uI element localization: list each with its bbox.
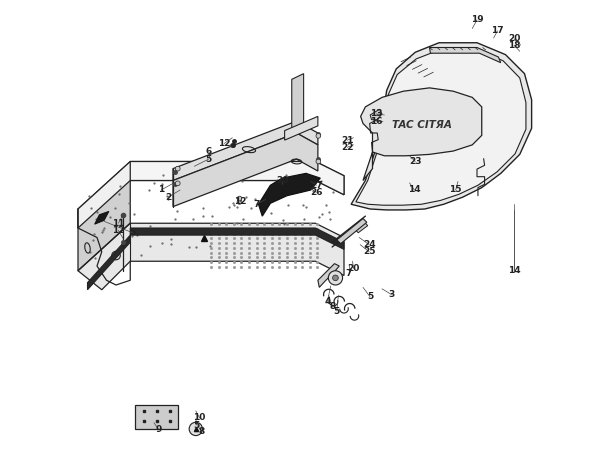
Text: 8: 8 bbox=[198, 427, 204, 436]
Text: 12: 12 bbox=[112, 226, 125, 235]
Circle shape bbox=[328, 271, 343, 285]
Text: 6: 6 bbox=[206, 148, 212, 156]
Polygon shape bbox=[78, 223, 344, 290]
Text: 5: 5 bbox=[130, 228, 136, 237]
Circle shape bbox=[176, 166, 180, 171]
Text: 3: 3 bbox=[389, 290, 395, 299]
Circle shape bbox=[316, 133, 321, 138]
Text: 1: 1 bbox=[158, 186, 164, 194]
Text: 23: 23 bbox=[409, 157, 422, 166]
Text: 7: 7 bbox=[346, 269, 352, 277]
Text: 22: 22 bbox=[341, 143, 354, 152]
Text: ARCTIC CAT: ARCTIC CAT bbox=[404, 132, 441, 136]
Polygon shape bbox=[351, 43, 532, 210]
Polygon shape bbox=[95, 211, 109, 224]
Text: 12: 12 bbox=[234, 198, 247, 206]
Text: 27: 27 bbox=[310, 181, 323, 190]
Text: 8: 8 bbox=[329, 302, 335, 311]
Polygon shape bbox=[370, 109, 382, 120]
Polygon shape bbox=[430, 48, 501, 63]
Polygon shape bbox=[78, 162, 344, 228]
Polygon shape bbox=[356, 50, 526, 205]
Circle shape bbox=[237, 200, 242, 204]
Text: 5: 5 bbox=[206, 155, 212, 163]
Text: 5: 5 bbox=[334, 307, 340, 315]
Polygon shape bbox=[135, 405, 177, 429]
Text: 17: 17 bbox=[491, 27, 504, 35]
Text: 11: 11 bbox=[112, 219, 125, 228]
Polygon shape bbox=[258, 173, 320, 216]
Text: 26: 26 bbox=[310, 188, 323, 197]
Text: 25: 25 bbox=[363, 247, 375, 256]
Text: 15: 15 bbox=[449, 186, 462, 194]
Text: 24: 24 bbox=[363, 240, 376, 249]
Circle shape bbox=[316, 159, 321, 164]
Polygon shape bbox=[173, 121, 318, 180]
Text: 16: 16 bbox=[370, 117, 382, 125]
Polygon shape bbox=[130, 228, 344, 249]
Text: 13: 13 bbox=[370, 110, 382, 118]
Polygon shape bbox=[360, 88, 482, 180]
Text: TAC CITЯA: TAC CITЯA bbox=[392, 120, 452, 130]
Polygon shape bbox=[354, 221, 368, 233]
Text: 5: 5 bbox=[367, 293, 373, 301]
Text: 9: 9 bbox=[155, 426, 162, 434]
Text: 19: 19 bbox=[471, 16, 483, 24]
Text: 10: 10 bbox=[193, 414, 206, 422]
Text: 7: 7 bbox=[253, 200, 259, 209]
Polygon shape bbox=[78, 162, 130, 271]
Text: 20: 20 bbox=[508, 35, 520, 43]
Polygon shape bbox=[88, 235, 130, 290]
Polygon shape bbox=[337, 218, 367, 244]
Text: 2: 2 bbox=[165, 193, 171, 201]
Text: 12: 12 bbox=[218, 139, 231, 148]
Text: 14: 14 bbox=[508, 266, 520, 275]
Text: 20: 20 bbox=[276, 176, 288, 185]
Text: 18: 18 bbox=[508, 41, 520, 49]
Text: 4: 4 bbox=[324, 297, 330, 306]
Circle shape bbox=[237, 196, 242, 201]
Text: 20: 20 bbox=[348, 264, 360, 273]
Text: 5: 5 bbox=[193, 421, 200, 429]
Polygon shape bbox=[292, 74, 304, 131]
Polygon shape bbox=[130, 162, 344, 195]
Text: 21: 21 bbox=[341, 136, 354, 144]
Text: 14: 14 bbox=[408, 186, 420, 194]
Circle shape bbox=[176, 181, 180, 186]
Circle shape bbox=[332, 275, 338, 281]
Polygon shape bbox=[285, 116, 318, 140]
Polygon shape bbox=[173, 133, 318, 207]
Polygon shape bbox=[318, 264, 339, 287]
Circle shape bbox=[189, 422, 203, 436]
